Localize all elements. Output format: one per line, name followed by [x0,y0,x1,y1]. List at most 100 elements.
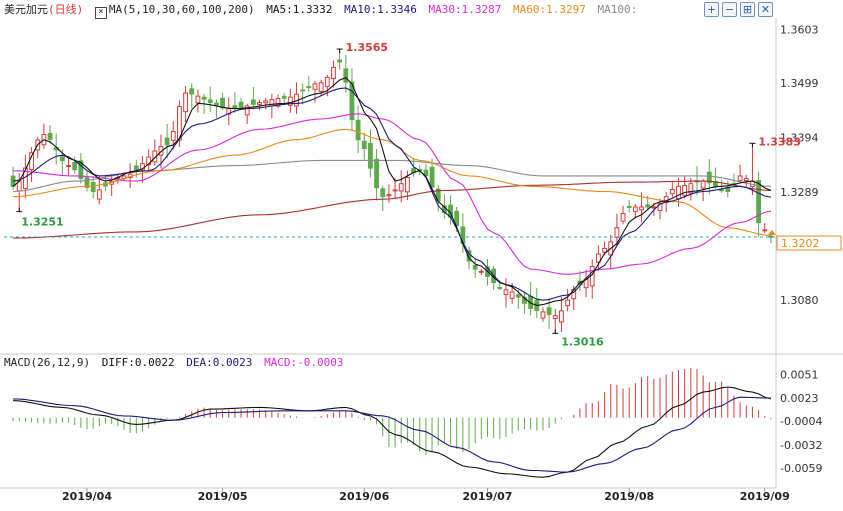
candle-body[interactable] [189,88,195,95]
candle-body[interactable] [639,206,644,211]
candle-body[interactable] [207,99,213,104]
candle-body[interactable] [756,180,762,224]
current-price-label: 1.3202 [781,237,820,250]
candle-body[interactable] [96,189,102,200]
candle-body[interactable] [337,59,343,63]
price-marker-icon [768,230,776,236]
candle-body[interactable] [257,102,262,105]
candle-body[interactable] [368,142,373,169]
macd-hist-value: MACD:-0.0003 [264,356,344,369]
candle-body[interactable] [59,156,65,162]
candle-body[interactable] [546,307,552,315]
candle-body[interactable] [595,253,601,263]
ma200-line [13,180,771,239]
zoom-in-icon[interactable]: + [704,2,719,17]
candle-body[interactable] [423,169,429,177]
candle-body[interactable] [324,76,330,87]
grid-icon[interactable]: ⊞ [740,2,755,17]
candle-body[interactable] [404,176,410,193]
candle-body[interactable] [263,100,269,104]
close-icon[interactable]: ✕ [758,2,773,17]
candle-body[interactable] [300,89,306,92]
candle-body[interactable] [737,175,743,181]
candle-body[interactable] [540,311,546,319]
candle-body[interactable] [620,212,626,222]
candle-body[interactable] [559,310,564,323]
candle-body[interactable] [195,95,201,104]
ma-toggle-checkbox[interactable]: × [94,7,107,19]
candle-body[interactable] [66,165,71,168]
symbol-title: 美元加元 [4,3,48,16]
candle-body[interactable] [602,247,607,253]
candle-body[interactable] [312,83,318,90]
candle-body[interactable] [552,315,558,319]
candle-body[interactable] [651,206,657,209]
candle-body[interactable] [306,86,312,89]
candle-body[interactable] [164,137,170,146]
candle-body[interactable] [503,289,509,295]
candle-body[interactable] [281,95,287,99]
candle-body[interactable] [682,184,688,196]
candle-body[interactable] [90,181,96,192]
price-tick-label: 1.3499 [780,77,819,90]
candle-body[interactable] [515,294,521,298]
ma60-value: MA60:1.3297 [513,3,586,16]
candle-body[interactable] [213,102,219,107]
candle-body[interactable] [232,105,238,109]
candle-body[interactable] [386,194,392,197]
candle-body[interactable] [183,92,189,113]
macd-tick-label: -0.0004 [780,415,822,428]
candle-body[interactable] [177,106,182,141]
candle-body[interactable] [762,229,768,232]
candle-body[interactable] [380,188,386,198]
candle-body[interactable] [343,68,349,83]
candle-body[interactable] [454,210,460,226]
candle-body[interactable] [565,299,571,307]
candle-body[interactable] [78,160,84,180]
candle-body[interactable] [201,96,207,100]
candle-body[interactable] [318,82,324,92]
candle-body[interactable] [472,265,478,270]
candle-body[interactable] [626,205,632,208]
candle-body[interactable] [250,99,256,105]
candle-body[interactable] [47,132,53,140]
candle-body[interactable] [688,183,694,194]
candle-body[interactable] [133,165,139,171]
candle-body[interactable] [719,189,725,192]
candle-body[interactable] [614,227,620,238]
candle-body[interactable] [509,291,515,299]
candle-body[interactable] [374,158,380,189]
candle-body[interactable] [669,189,675,195]
candle-body[interactable] [743,178,749,182]
candle-body[interactable] [676,185,681,200]
macd-settings-label: MACD(26,12,9) [4,356,91,369]
candle-body[interactable] [331,66,336,79]
candle-body[interactable] [84,177,90,188]
candle-body[interactable] [700,180,706,189]
zoom-out-icon[interactable]: − [722,2,737,17]
candle-body[interactable] [392,189,398,192]
candle-body[interactable] [478,270,484,273]
candle-body[interactable] [158,146,164,156]
candle-body[interactable] [72,161,78,171]
candle-body[interactable] [361,140,367,150]
price-tick-label: 1.3289 [780,186,819,199]
candle-body[interactable] [706,171,712,184]
candle-body[interactable] [170,130,176,141]
candle-body[interactable] [238,101,244,108]
ma30-line [13,113,771,275]
candle-body[interactable] [632,206,638,213]
candle-body[interactable] [349,81,355,121]
candle-body[interactable] [355,119,361,141]
candle-body[interactable] [398,183,404,192]
candle-body[interactable] [220,97,225,109]
candle-body[interactable] [287,96,293,106]
candle-body[interactable] [244,105,250,116]
candle-body[interactable] [275,98,281,107]
macd-tick-label: -0.0059 [780,462,822,475]
candle-body[interactable] [497,287,503,290]
candle-body[interactable] [645,204,651,208]
candle-body[interactable] [429,166,435,188]
time-tick-label: 2019/08 [604,490,654,503]
